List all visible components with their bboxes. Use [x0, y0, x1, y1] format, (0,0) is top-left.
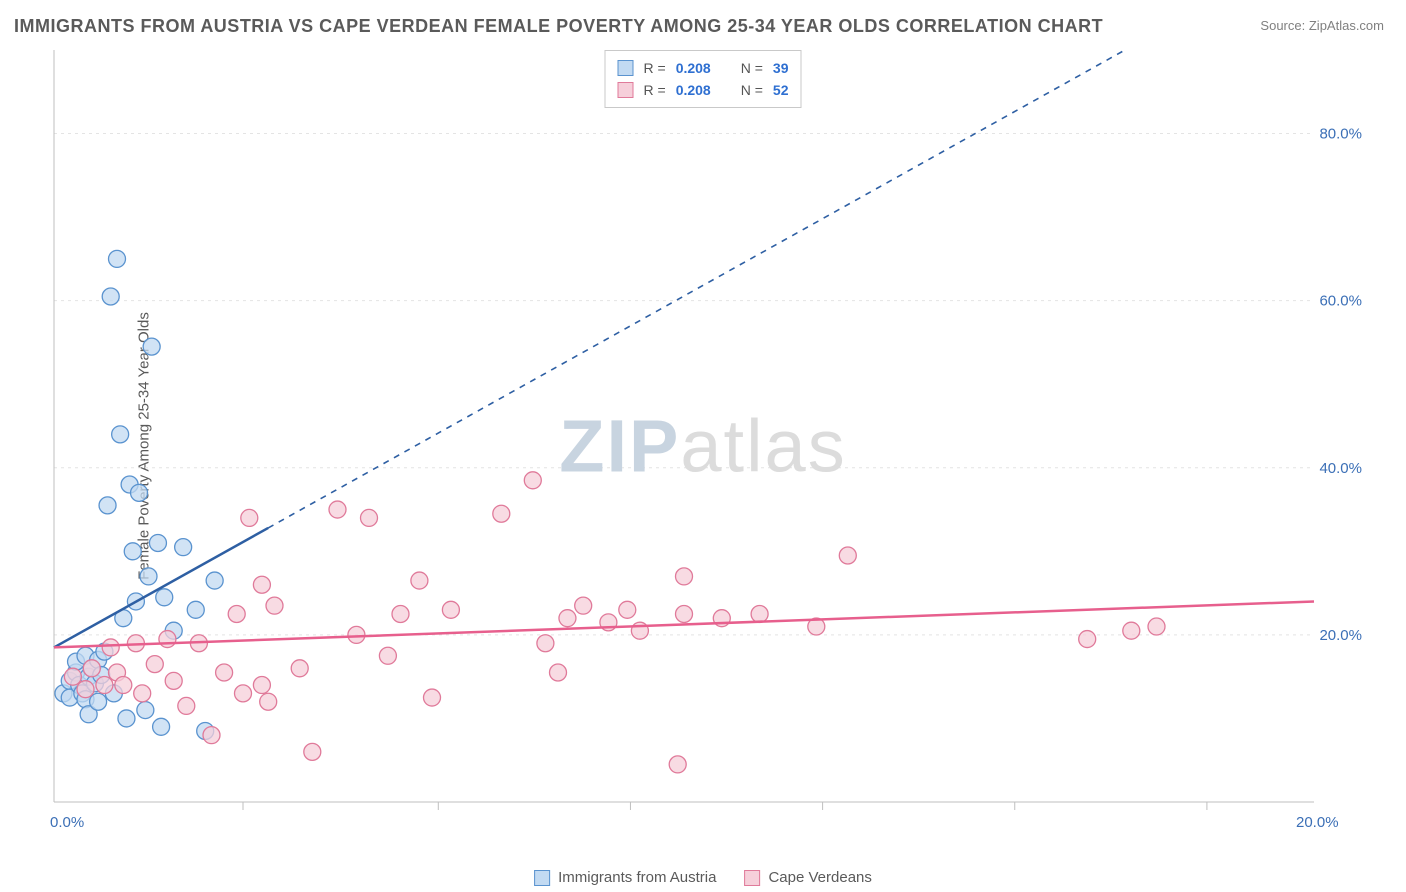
source-label: Source:	[1260, 18, 1305, 33]
series-austria	[55, 250, 223, 739]
legend-n-value: 39	[773, 60, 789, 76]
legend-n-label: N =	[741, 60, 763, 76]
scatter-plot: 20.0% 40.0% 60.0% 80.0%	[50, 46, 1380, 834]
legend-swatch-icon	[534, 870, 550, 886]
y-tick-label: 80.0%	[1319, 126, 1362, 143]
legend-row-austria: R = 0.208 N = 39	[618, 57, 789, 79]
legend-swatch-icon	[744, 870, 760, 886]
x-axis-origin-label: 0.0%	[50, 814, 84, 831]
plot-svg: 20.0% 40.0% 60.0% 80.0%	[50, 46, 1380, 834]
source-attribution: Source: ZipAtlas.com	[1260, 18, 1384, 33]
y-tick-label: 60.0%	[1319, 293, 1362, 310]
legend-item-capeverde: Cape Verdeans	[744, 869, 871, 886]
x-axis-end-label: 20.0%	[1296, 814, 1339, 831]
series-legend: Immigrants from Austria Cape Verdeans	[534, 869, 872, 886]
legend-series-label: Cape Verdeans	[768, 869, 871, 886]
legend-row-capeverde: R = 0.208 N = 52	[618, 79, 789, 101]
source-link[interactable]: ZipAtlas.com	[1309, 18, 1384, 33]
legend-r-value: 0.208	[676, 60, 711, 76]
legend-r-label: R =	[644, 82, 666, 98]
y-tick-label: 40.0%	[1319, 460, 1362, 477]
chart-title: IMMIGRANTS FROM AUSTRIA VS CAPE VERDEAN …	[14, 16, 1103, 37]
legend-item-austria: Immigrants from Austria	[534, 869, 716, 886]
legend-r-value: 0.208	[676, 82, 711, 98]
series-capeverde	[64, 472, 1165, 773]
legend-n-label: N =	[741, 82, 763, 98]
legend-series-label: Immigrants from Austria	[558, 869, 716, 886]
legend-r-label: R =	[644, 60, 666, 76]
legend-swatch-icon	[618, 60, 634, 76]
legend-swatch-icon	[618, 82, 634, 98]
correlation-legend: R = 0.208 N = 39 R = 0.208 N = 52	[605, 50, 802, 108]
legend-n-value: 52	[773, 82, 789, 98]
y-tick-label: 20.0%	[1319, 627, 1362, 644]
